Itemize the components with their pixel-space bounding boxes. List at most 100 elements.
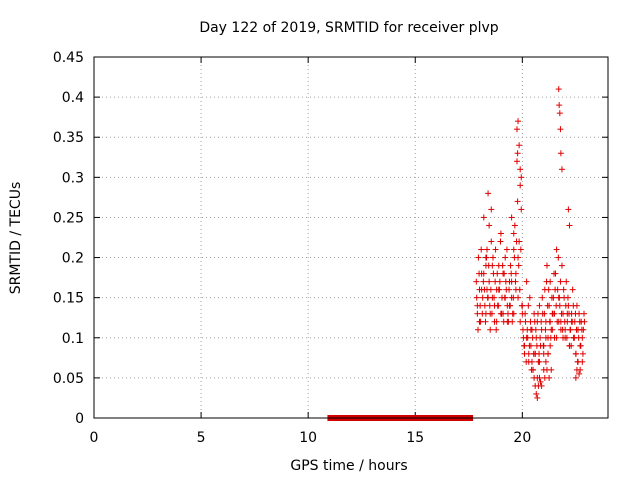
data-point xyxy=(526,294,533,301)
data-point xyxy=(562,302,569,309)
data-point xyxy=(502,254,509,261)
data-point xyxy=(480,278,487,285)
data-point xyxy=(516,142,523,149)
data-point xyxy=(504,318,511,325)
y-tick-label: 0.05 xyxy=(53,371,84,387)
data-point xyxy=(515,294,522,301)
data-point xyxy=(502,278,509,285)
data-point xyxy=(500,270,507,277)
data-point xyxy=(534,310,541,317)
data-point xyxy=(579,350,586,357)
data-point xyxy=(546,374,553,381)
data-point xyxy=(492,278,499,285)
data-point xyxy=(475,254,482,261)
data-point xyxy=(506,302,513,309)
data-point xyxy=(576,318,583,325)
data-point xyxy=(523,334,530,341)
data-point xyxy=(497,310,504,317)
data-point xyxy=(555,254,562,261)
data-point xyxy=(540,342,547,349)
data-point xyxy=(515,118,522,125)
data-point xyxy=(539,294,546,301)
data-point xyxy=(503,246,510,253)
x-tick-label: 5 xyxy=(197,430,206,446)
y-tick-label: 0.25 xyxy=(53,210,84,226)
data-point xyxy=(517,318,524,325)
data-point xyxy=(553,302,560,309)
data-point xyxy=(575,358,582,365)
data-point xyxy=(489,262,496,269)
data-point xyxy=(483,246,490,253)
data-point xyxy=(566,342,573,349)
y-axis-label: SRMTID / TECUs xyxy=(8,182,24,295)
x-axis-label: GPS time / hours xyxy=(290,458,407,474)
data-point xyxy=(529,334,536,341)
data-point xyxy=(528,358,535,365)
y-tick-label: 0.15 xyxy=(53,291,84,307)
data-point xyxy=(497,230,504,237)
data-point xyxy=(487,326,494,333)
data-point xyxy=(493,318,500,325)
data-point xyxy=(577,342,584,349)
data-point xyxy=(487,286,494,293)
data-point xyxy=(543,278,550,285)
data-point xyxy=(519,302,526,309)
data-point xyxy=(555,86,562,93)
data-point xyxy=(488,206,495,213)
data-point xyxy=(537,334,544,341)
data-point xyxy=(568,318,575,325)
data-point xyxy=(523,278,530,285)
data-point xyxy=(473,294,480,301)
scatter-points xyxy=(473,86,588,401)
data-point xyxy=(510,310,517,317)
data-point xyxy=(517,166,524,173)
data-point xyxy=(545,286,552,293)
data-point xyxy=(535,382,542,389)
data-point xyxy=(558,310,565,317)
data-point xyxy=(480,270,487,277)
data-point xyxy=(475,326,482,333)
data-point xyxy=(552,286,559,293)
data-point xyxy=(473,278,480,285)
data-point xyxy=(536,302,543,309)
data-point xyxy=(515,262,522,269)
data-point xyxy=(536,374,543,381)
data-point xyxy=(480,214,487,221)
data-point xyxy=(507,262,514,269)
y-tick-labels: 0 0.05 0.1 0.15 0.2 0.25 0.3 0.35 0.4 0.45 xyxy=(53,50,84,427)
x-tick-labels: 0 5 10 15 20 xyxy=(90,430,532,446)
y-tick-label: 0 xyxy=(75,411,84,427)
data-point xyxy=(575,326,582,333)
data-point xyxy=(491,302,498,309)
data-point xyxy=(536,358,543,365)
data-point xyxy=(514,198,521,205)
data-point xyxy=(531,318,538,325)
data-point xyxy=(494,270,501,277)
data-point xyxy=(508,270,515,277)
data-point xyxy=(541,310,548,317)
y-tick-label: 0.35 xyxy=(53,130,84,146)
data-point xyxy=(548,366,555,373)
data-point xyxy=(525,302,532,309)
data-point xyxy=(499,262,506,269)
data-point xyxy=(522,310,529,317)
data-point xyxy=(502,294,509,301)
data-point xyxy=(521,342,528,349)
data-point xyxy=(542,358,549,365)
data-point xyxy=(518,174,525,181)
data-point xyxy=(569,286,576,293)
data-point xyxy=(482,310,489,317)
data-point xyxy=(557,126,564,133)
data-point xyxy=(534,394,541,401)
x-tick-label: 0 xyxy=(90,430,99,446)
data-point xyxy=(497,238,504,245)
data-point xyxy=(495,286,502,293)
data-point xyxy=(566,222,573,229)
data-point xyxy=(506,286,513,293)
data-point xyxy=(474,302,481,309)
data-point xyxy=(553,334,560,341)
y-tick-label: 0.3 xyxy=(62,170,84,186)
data-point xyxy=(545,350,552,357)
data-point xyxy=(547,318,554,325)
